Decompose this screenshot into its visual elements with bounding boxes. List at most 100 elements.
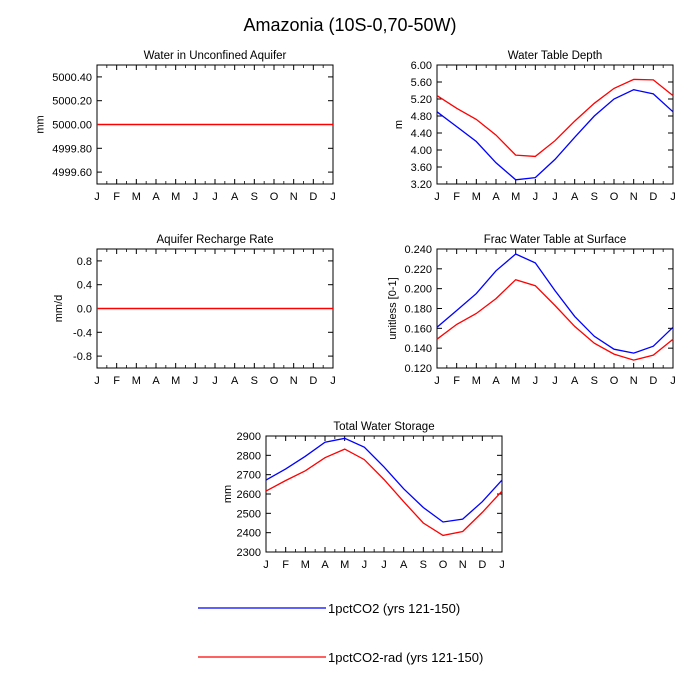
x-tick-label: D xyxy=(309,191,317,203)
y-tick-label: 0.8 xyxy=(77,256,92,268)
y-tick-label: 5.20 xyxy=(411,94,432,106)
x-tick-label: M xyxy=(132,191,141,203)
x-tick-label: S xyxy=(251,191,258,203)
x-tick-label: F xyxy=(113,375,120,387)
x-tick-label: J xyxy=(552,375,558,387)
x-tick-label: J xyxy=(212,375,218,387)
x-tick-label: A xyxy=(400,559,408,571)
x-tick-label: N xyxy=(290,191,298,203)
series-line-1pctco2 xyxy=(265,437,503,523)
y-tick-label: 0.0 xyxy=(77,304,92,316)
x-tick-label: J xyxy=(499,559,505,571)
y-tick-label: 0.140 xyxy=(404,343,432,355)
x-tick-label: A xyxy=(152,375,160,387)
x-tick-label: J xyxy=(434,191,440,203)
x-tick-label: O xyxy=(270,375,279,387)
x-tick-label: M xyxy=(472,375,481,387)
x-tick-label: J xyxy=(434,375,440,387)
x-tick-label: O xyxy=(270,191,279,203)
x-tick-label: A xyxy=(492,191,500,203)
series-line-1pctco2 xyxy=(436,89,674,181)
y-axis-label: mm/d xyxy=(53,295,65,323)
panel-title: Water Table Depth xyxy=(508,50,603,62)
legend: 1pctCO2 (yrs 121-150) 1pctCO2-rad (yrs 1… xyxy=(198,601,483,665)
panel-title: Aquifer Recharge Rate xyxy=(157,234,274,246)
x-tick-label: J xyxy=(193,191,199,203)
x-tick-label: J xyxy=(670,375,676,387)
x-tick-label: F xyxy=(453,191,460,203)
legend-label-1pctco2-rad: 1pctCO2-rad (yrs 121-150) xyxy=(328,650,483,665)
y-tick-label: 4999.60 xyxy=(52,167,92,179)
x-tick-label: J xyxy=(533,375,539,387)
x-tick-label: J xyxy=(94,375,100,387)
y-tick-label: 5000.20 xyxy=(52,96,92,108)
x-tick-label: M xyxy=(301,559,310,571)
y-tick-label: -0.8 xyxy=(73,351,92,363)
x-tick-label: M xyxy=(472,191,481,203)
y-axis-label: m xyxy=(393,120,405,129)
y-tick-label: 0.4 xyxy=(77,280,92,292)
x-tick-label: A xyxy=(152,191,160,203)
y-tick-label: 0.220 xyxy=(404,264,432,276)
y-tick-label: 0.160 xyxy=(404,323,432,335)
panel-title: Water in Unconfined Aquifer xyxy=(144,50,287,62)
y-tick-label: 3.20 xyxy=(411,179,432,191)
plot-frame xyxy=(265,435,503,553)
y-tick-label: 4999.80 xyxy=(52,143,92,155)
x-tick-label: J xyxy=(263,559,269,571)
x-tick-label: S xyxy=(420,559,427,571)
x-tick-label: M xyxy=(171,191,180,203)
x-tick-label: A xyxy=(492,375,500,387)
x-tick-label: M xyxy=(340,559,349,571)
y-tick-label: 3.60 xyxy=(411,162,432,174)
y-tick-label: 2600 xyxy=(237,489,261,501)
y-tick-label: 4.80 xyxy=(411,111,432,123)
y-tick-label: 0.200 xyxy=(404,284,432,296)
panel-title: Total Water Storage xyxy=(333,421,434,433)
x-tick-label: S xyxy=(251,375,258,387)
y-tick-label: 2400 xyxy=(237,528,261,540)
x-tick-label: J xyxy=(94,191,100,203)
y-tick-label: 5000.40 xyxy=(52,72,92,84)
panel-title: Frac Water Table at Surface xyxy=(484,234,627,246)
y-tick-label: 0.180 xyxy=(404,304,432,316)
x-tick-label: J xyxy=(381,559,387,571)
y-tick-label: 5.60 xyxy=(411,77,432,89)
y-tick-label: 4.00 xyxy=(411,145,432,157)
x-tick-label: J xyxy=(533,191,539,203)
x-tick-label: A xyxy=(321,559,329,571)
x-tick-label: F xyxy=(113,191,120,203)
x-tick-label: F xyxy=(453,375,460,387)
legend-label-1pctco2: 1pctCO2 (yrs 121-150) xyxy=(328,601,460,616)
plot-frame xyxy=(436,64,674,185)
x-tick-label: M xyxy=(511,191,520,203)
series-line-1pctco2-rad xyxy=(436,278,674,361)
x-tick-label: J xyxy=(330,191,336,203)
x-tick-label: A xyxy=(571,375,579,387)
y-tick-label: 2900 xyxy=(237,431,261,443)
x-tick-label: J xyxy=(193,375,199,387)
x-tick-label: O xyxy=(439,559,448,571)
x-tick-label: D xyxy=(649,191,657,203)
x-tick-label: J xyxy=(552,191,558,203)
y-tick-label: 0.240 xyxy=(404,244,432,256)
y-tick-label: 2800 xyxy=(237,450,261,462)
x-tick-label: O xyxy=(610,375,619,387)
x-tick-label: N xyxy=(290,375,298,387)
page-title: Amazonia (10S-0,70-50W) xyxy=(243,15,456,35)
x-tick-label: N xyxy=(630,191,638,203)
y-tick-label: 2500 xyxy=(237,508,261,520)
x-tick-label: S xyxy=(591,191,598,203)
y-axis-label: mm xyxy=(222,485,234,503)
x-tick-label: M xyxy=(511,375,520,387)
series-line-1pctco2-rad xyxy=(436,78,674,158)
y-tick-label: 5000.00 xyxy=(52,120,92,132)
y-axis-label: mm xyxy=(35,115,47,133)
x-tick-label: O xyxy=(610,191,619,203)
x-tick-label: S xyxy=(591,375,598,387)
x-tick-label: J xyxy=(362,559,368,571)
y-tick-label: 4.40 xyxy=(411,128,432,140)
